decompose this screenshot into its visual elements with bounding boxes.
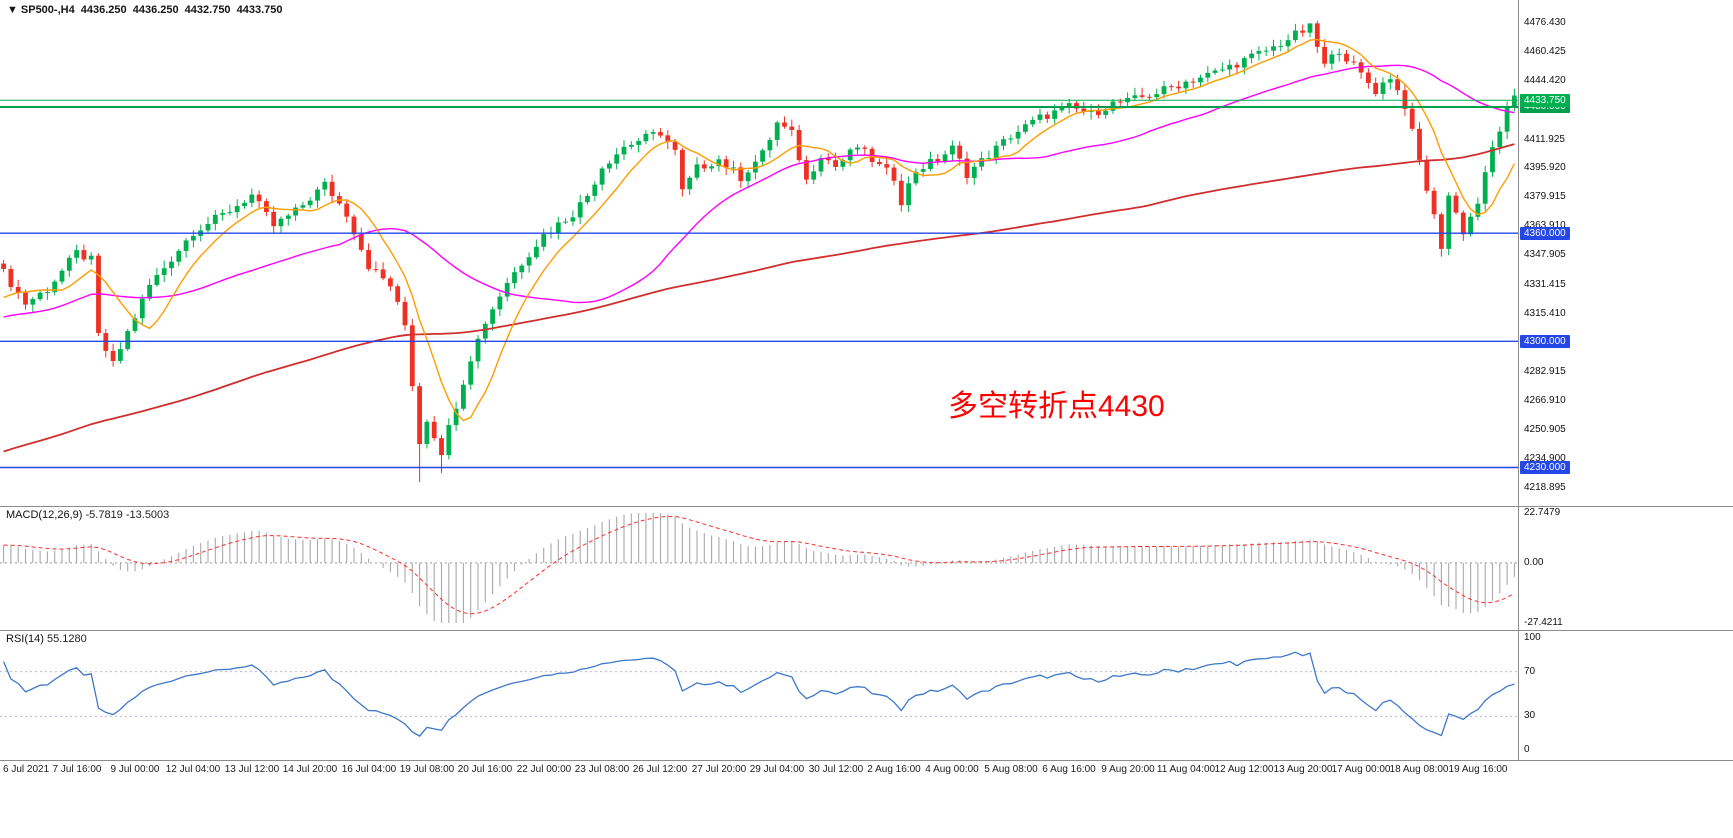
price-tag: 4433.750 [1520,94,1570,107]
time-axis-label: 13 Aug 20:00 [1273,764,1333,775]
time-axis-label: 23 Jul 08:00 [574,764,630,775]
ma-fast-line [3,38,1516,422]
time-axis-label: 12 Jul 04:00 [165,764,221,775]
ma-slow-line [3,143,1515,453]
time-axis-label: 6 Aug 16:00 [1042,764,1096,775]
symbol-marker-icon: ▼ [7,4,18,16]
time-axis-label: 6 Jul 2021 [3,764,50,775]
panel-separator [0,506,1733,507]
annotation-text: 多空转折点4430 [948,390,1165,423]
price-axis-label: 4234.900 [1524,453,1566,464]
time-axis-label: 11 Aug 04:00 [1156,764,1216,775]
price-tag: 4300.000 [1520,335,1570,348]
rsi-axis-label: 100 [1524,632,1541,643]
rsi-name: RSI(14) [6,633,44,645]
time-axis-label: 9 Aug 20:00 [1101,764,1155,775]
chart-symbol-label: SP500-,H4 [20,4,75,16]
rsi-axis[interactable]: 100 70 30 0 [1518,630,1733,760]
macd-axis-label: 22.7479 [1524,507,1561,518]
time-axis-label: 12 Aug 12:00 [1214,764,1274,775]
ohlc-low: 4432.750 [184,4,231,16]
rsi-axis-label: 70 [1524,666,1536,677]
macd-axis-label: 0.00 [1524,557,1544,568]
time-axis-label: 13 Jul 12:00 [224,764,280,775]
candlesticks [1,20,1517,482]
price-axis-label: 4460.425 [1524,46,1566,57]
price-axis-label: 4363.910 [1524,220,1566,231]
time-axis-label: 7 Jul 16:00 [52,764,102,775]
time-axis-label: 14 Jul 20:00 [282,764,338,775]
price-axis-label: 4395.920 [1524,162,1566,173]
macd-histogram [3,513,1515,623]
price-axis-label: 4218.895 [1524,482,1566,493]
price-tag: 4230.000 [1520,461,1570,474]
macd-chart-canvas[interactable] [0,506,1518,630]
rsi-value: 55.1280 [46,633,87,645]
price-axis-label: 4331.415 [1524,279,1566,290]
rsi-axis-label: 0 [1524,744,1530,755]
price-axis-label: 4315.410 [1524,308,1566,319]
macd-signal-line [3,515,1515,615]
time-axis-label: 30 Jul 12:00 [808,764,864,775]
time-axis-label: 9 Jul 00:00 [110,764,160,775]
macd-axis-label: -27.4211 [1524,617,1563,628]
macd-signal-value: -13.5003 [125,509,170,521]
price-axis-label: 4476.430 [1524,17,1566,28]
price-tag: 4360.000 [1520,227,1570,240]
ohlc-high: 4436.250 [132,4,179,16]
chart-title: ▼ SP500-,H4 4436.250 4436.250 4432.750 44… [7,4,286,16]
time-axis-label: 20 Jul 16:00 [457,764,513,775]
time-axis-label: 18 Aug 08:00 [1389,764,1449,775]
price-axis-label: 4411.925 [1524,134,1565,145]
main-chart-canvas[interactable] [0,0,1518,506]
time-axis-label: 19 Jul 08:00 [399,764,455,775]
ma-mid-line [3,64,1515,318]
time-axis-label: 22 Jul 00:00 [516,764,572,775]
price-axis-label: 4379.915 [1524,191,1566,202]
time-axis-label: 27 Jul 20:00 [691,764,747,775]
macd-name: MACD(12,26,9) [6,509,83,521]
panel-separator [0,630,1733,631]
time-axis-label: 16 Jul 04:00 [341,764,397,775]
rsi-axis-label: 30 [1524,710,1536,721]
price-axis-label: 4282.915 [1524,366,1566,377]
ohlc-close: 4433.750 [236,4,283,16]
time-axis-label: 29 Jul 04:00 [749,764,805,775]
ohlc-open: 4436.250 [80,4,127,16]
rsi-indicator-label: RSI(14) 55.1280 [6,633,87,645]
time-axis-label: 17 Aug 00:00 [1331,764,1391,775]
time-axis[interactable]: 6 Jul 2021 7 Jul 16:00 9 Jul 00:00 12 Jul 0… [0,761,1733,838]
macd-main-value: -5.7819 [85,509,123,521]
time-axis-label: 4 Aug 00:00 [925,764,979,775]
price-axis-label: 4444.420 [1524,75,1566,86]
rsi-chart-canvas[interactable] [0,630,1518,760]
panel-separator [0,760,1733,761]
time-axis-label: 2 Aug 16:00 [867,764,921,775]
time-axis-label: 19 Aug 16:00 [1448,764,1508,775]
price-axis-label: 4266.910 [1524,395,1566,406]
macd-axis[interactable]: 22.7479 0.00 -27.4211 [1518,506,1733,630]
rsi-line [3,651,1515,737]
time-axis-label: 5 Aug 08:00 [984,764,1038,775]
price-axis-label: 4250.905 [1524,424,1566,435]
price-axis-label: 4347.905 [1524,249,1566,260]
price-axis[interactable]: 4476.4304460.4254444.4204428.4154411.925… [1518,0,1733,506]
macd-indicator-label: MACD(12,26,9) -5.7819 -13.5003 [6,509,169,521]
time-axis-label: 26 Jul 12:00 [632,764,688,775]
